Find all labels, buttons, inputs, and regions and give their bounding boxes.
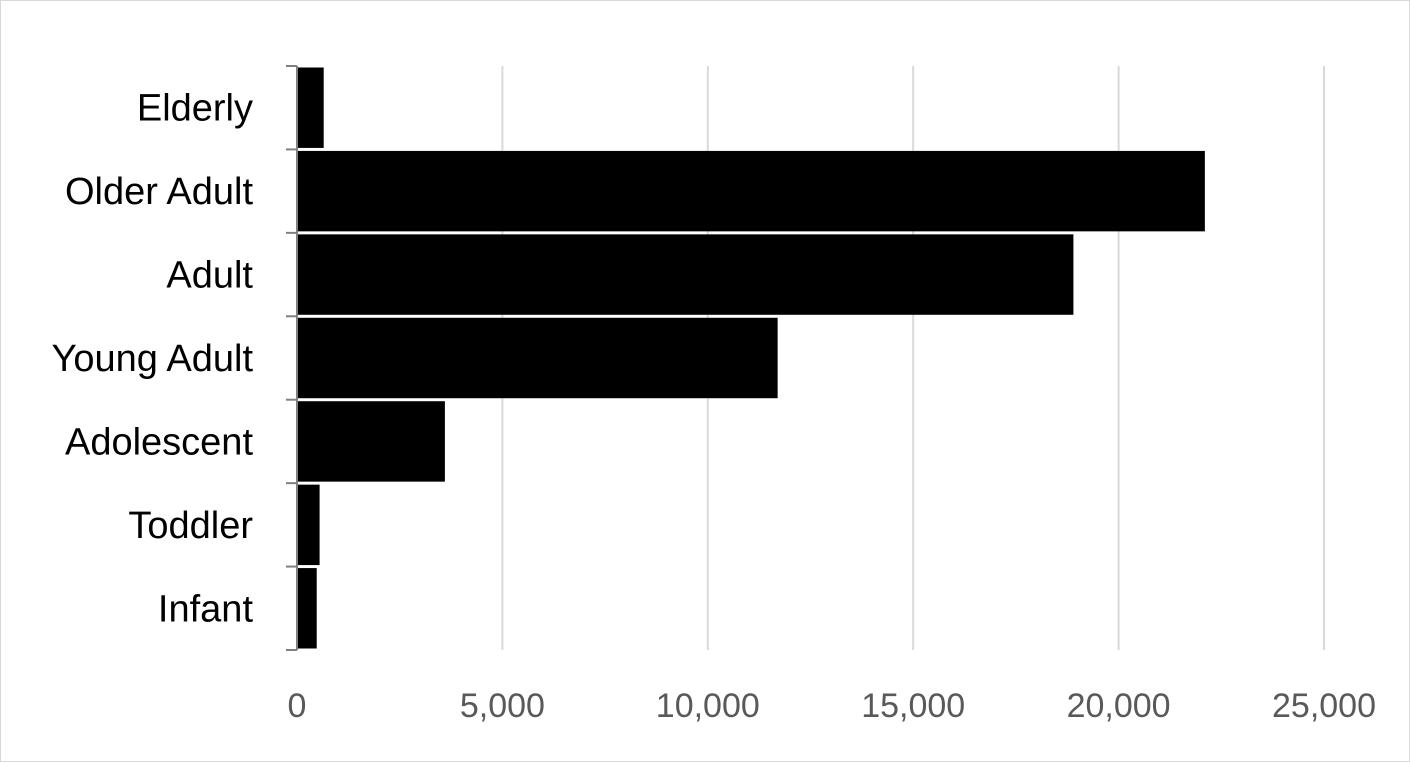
y-axis — [286, 65, 298, 651]
bars — [298, 67, 1205, 649]
category-label: Toddler — [128, 505, 253, 547]
category-label: Adult — [166, 255, 253, 297]
category-labels: Elderly Older Adult Adult Young Adult Adoles… — [52, 88, 254, 631]
x-tick-label: 5,000 — [460, 687, 545, 725]
category-label: Elderly — [137, 88, 253, 130]
x-tick-labels: 0 5,000 10,000 15,000 20,000 25,000 — [288, 687, 1376, 725]
bar-adolescent — [298, 401, 445, 482]
x-tick-label: 10,000 — [656, 687, 760, 725]
bar-adult — [298, 234, 1074, 315]
category-label: Infant — [158, 588, 254, 630]
x-tick-label: 0 — [288, 687, 307, 725]
bar-older-adult — [298, 150, 1205, 232]
bar-young-adult — [298, 317, 778, 399]
bar-infant — [298, 568, 317, 649]
bar-elderly — [298, 67, 324, 148]
category-label: Adolescent — [65, 421, 253, 463]
category-label: Young Adult — [52, 338, 254, 380]
bar-toddler — [298, 484, 320, 566]
x-tick-label: 15,000 — [861, 687, 965, 725]
category-label: Older Adult — [65, 171, 253, 213]
x-tick-label: 20,000 — [1067, 687, 1171, 725]
x-tick-label: 25,000 — [1272, 687, 1376, 725]
